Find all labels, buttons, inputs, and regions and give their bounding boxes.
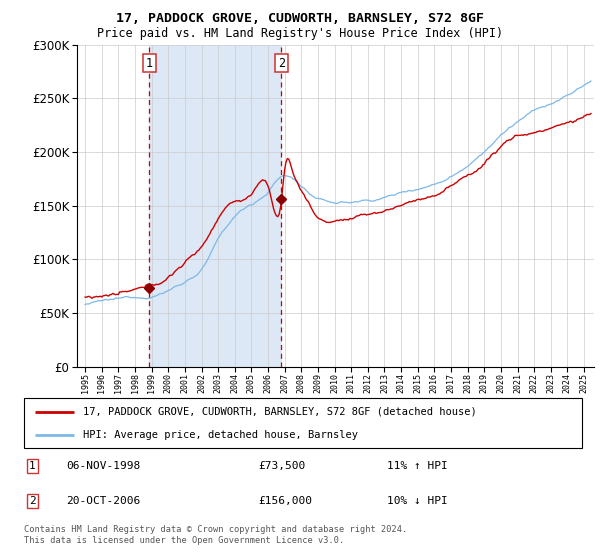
- Bar: [149, 45, 281, 367]
- Text: £73,500: £73,500: [259, 461, 305, 471]
- Text: 06-NOV-1998: 06-NOV-1998: [66, 461, 140, 471]
- Text: £156,000: £156,000: [259, 496, 313, 506]
- Text: HPI: Average price, detached house, Barnsley: HPI: Average price, detached house, Barn…: [83, 431, 358, 440]
- Text: 20-OCT-2006: 20-OCT-2006: [66, 496, 140, 506]
- Text: 1: 1: [146, 57, 153, 69]
- Text: 2: 2: [29, 496, 36, 506]
- Text: 11% ↑ HPI: 11% ↑ HPI: [387, 461, 448, 471]
- Text: 17, PADDOCK GROVE, CUDWORTH, BARNSLEY, S72 8GF (detached house): 17, PADDOCK GROVE, CUDWORTH, BARNSLEY, S…: [83, 407, 476, 417]
- Text: 17, PADDOCK GROVE, CUDWORTH, BARNSLEY, S72 8GF: 17, PADDOCK GROVE, CUDWORTH, BARNSLEY, S…: [116, 12, 484, 25]
- Text: 10% ↓ HPI: 10% ↓ HPI: [387, 496, 448, 506]
- Text: 2: 2: [278, 57, 285, 69]
- Text: 1: 1: [29, 461, 36, 471]
- Text: Price paid vs. HM Land Registry's House Price Index (HPI): Price paid vs. HM Land Registry's House …: [97, 27, 503, 40]
- Text: Contains HM Land Registry data © Crown copyright and database right 2024.
This d: Contains HM Land Registry data © Crown c…: [24, 525, 407, 545]
